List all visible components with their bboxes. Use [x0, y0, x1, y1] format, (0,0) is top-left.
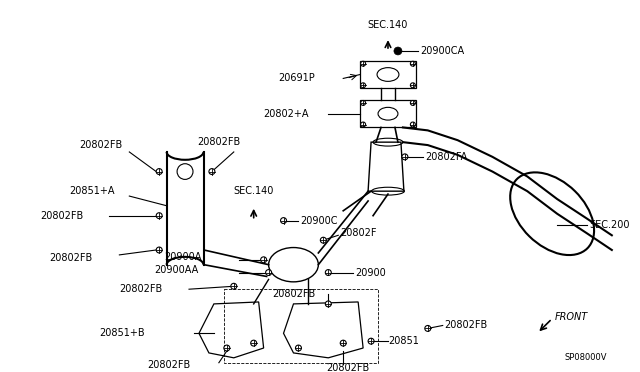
Text: 20802FB: 20802FB [50, 253, 93, 263]
Circle shape [360, 83, 365, 88]
Circle shape [209, 169, 215, 174]
Text: 20900A: 20900A [164, 252, 202, 262]
Circle shape [260, 257, 267, 263]
Text: 20851: 20851 [388, 336, 419, 346]
Circle shape [280, 218, 287, 224]
Circle shape [231, 283, 237, 289]
Text: 20802FB: 20802FB [79, 140, 123, 150]
Circle shape [156, 213, 162, 219]
Text: 20802FB: 20802FB [147, 360, 191, 370]
Text: 20900CA: 20900CA [420, 46, 464, 56]
Text: 20900: 20900 [355, 267, 386, 278]
Text: SEC.140: SEC.140 [234, 186, 274, 196]
Text: SEC.140: SEC.140 [368, 19, 408, 29]
Text: 20802FB: 20802FB [197, 137, 241, 147]
Circle shape [224, 345, 230, 351]
Text: 20802FB: 20802FB [120, 284, 163, 294]
Text: 20802FB: 20802FB [326, 363, 370, 372]
Text: 20802F: 20802F [340, 228, 377, 238]
Text: 20802FB: 20802FB [272, 289, 315, 299]
Text: 20900AA: 20900AA [154, 264, 198, 275]
Circle shape [394, 47, 402, 55]
Text: SP08000V: SP08000V [564, 353, 607, 362]
Circle shape [360, 122, 365, 127]
Text: FRONT: FRONT [555, 312, 588, 322]
Circle shape [410, 61, 415, 66]
Circle shape [410, 83, 415, 88]
Circle shape [156, 169, 162, 174]
Text: 20900C: 20900C [300, 216, 338, 225]
Text: SEC.200: SEC.200 [589, 221, 630, 231]
Text: 20802FB: 20802FB [445, 320, 488, 330]
Circle shape [360, 100, 365, 105]
Text: 20802FA: 20802FA [425, 152, 467, 162]
Circle shape [321, 237, 326, 243]
Circle shape [251, 340, 257, 346]
Circle shape [360, 61, 365, 66]
Circle shape [325, 270, 332, 276]
Text: 20802FB: 20802FB [40, 211, 83, 221]
Text: 20851+B: 20851+B [99, 328, 145, 338]
Circle shape [266, 270, 271, 276]
Text: 20802+A: 20802+A [264, 109, 309, 119]
Circle shape [425, 326, 431, 331]
Circle shape [156, 247, 162, 253]
Circle shape [410, 100, 415, 105]
Circle shape [402, 154, 408, 160]
Text: 20851+A: 20851+A [70, 186, 115, 196]
Text: 20691P: 20691P [278, 73, 316, 83]
Circle shape [340, 340, 346, 346]
Circle shape [325, 301, 332, 307]
Circle shape [410, 122, 415, 127]
Circle shape [368, 338, 374, 344]
Circle shape [296, 345, 301, 351]
